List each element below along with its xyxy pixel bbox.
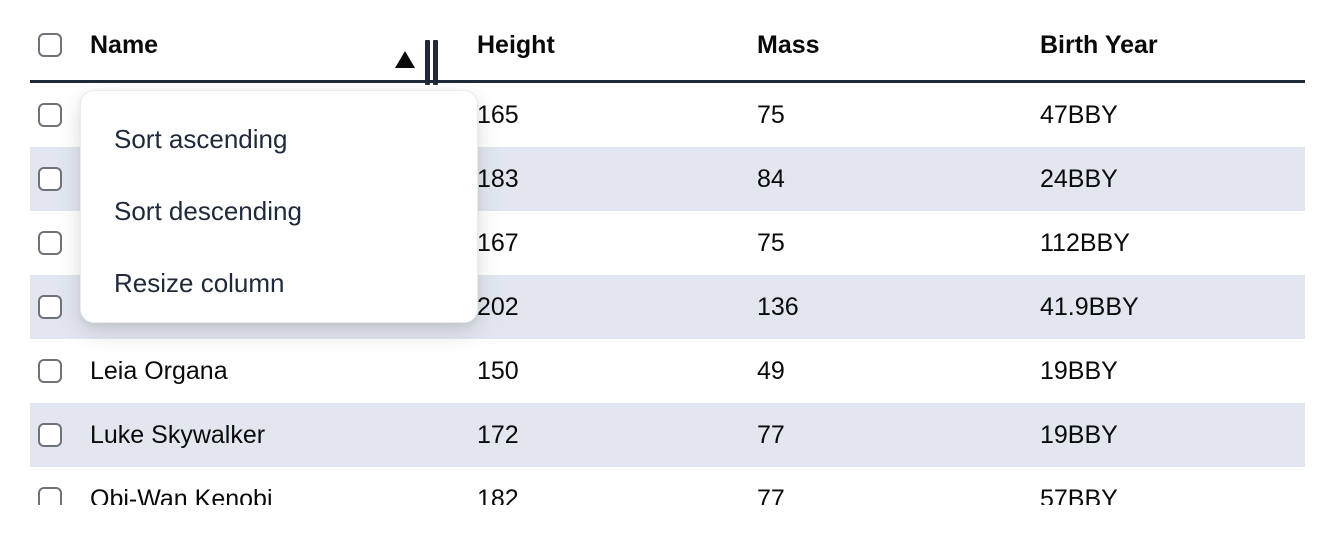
row-checkbox[interactable] xyxy=(38,359,62,383)
row-checkbox-cell xyxy=(30,147,78,211)
column-header-mass[interactable]: Mass xyxy=(745,10,1028,80)
cell-name: Luke Skywalker xyxy=(90,420,266,449)
column-header-height-label: Height xyxy=(477,30,555,59)
cell-mass: 75 xyxy=(757,228,785,257)
menu-item-sort-ascending[interactable]: Sort ascending xyxy=(114,123,288,154)
column-context-menu: Sort ascending Sort descending Resize co… xyxy=(80,90,478,323)
sort-ascending-icon xyxy=(395,51,415,68)
table-row[interactable]: Obi-Wan Kenobi 182 77 57BBY xyxy=(30,467,1305,505)
table-row[interactable]: 165 75 47BBY xyxy=(30,83,1305,147)
column-header-name-label: Name xyxy=(90,30,159,59)
row-checkbox-cell xyxy=(30,275,78,339)
column-resize-handle[interactable] xyxy=(425,40,438,85)
table-row[interactable]: Leia Organa 150 49 19BBY xyxy=(30,339,1305,403)
cell-birth-year: 19BBY xyxy=(1040,420,1118,449)
column-header-mass-label: Mass xyxy=(757,30,820,59)
menu-item-sort-descending[interactable]: Sort descending xyxy=(114,195,302,226)
cell-height: 165 xyxy=(477,100,519,129)
data-table: Name Height Mass Birth Year 165 75 47BBY xyxy=(30,0,1305,505)
row-checkbox[interactable] xyxy=(38,423,62,447)
row-checkbox-cell xyxy=(30,83,78,147)
cell-mass: 75 xyxy=(757,100,785,129)
cell-name: Leia Organa xyxy=(90,356,228,385)
cell-mass: 136 xyxy=(757,292,799,321)
cell-height: 172 xyxy=(477,420,519,449)
cell-birth-year: 19BBY xyxy=(1040,356,1118,385)
cell-height: 202 xyxy=(477,292,519,321)
select-all-checkbox[interactable] xyxy=(38,33,62,57)
table-row[interactable]: 202 136 41.9BBY xyxy=(30,275,1305,339)
row-checkbox[interactable] xyxy=(38,231,62,255)
cell-birth-year: 24BBY xyxy=(1040,164,1118,193)
select-all-cell xyxy=(30,10,78,80)
row-checkbox-cell xyxy=(30,211,78,275)
column-header-height[interactable]: Height xyxy=(465,10,745,80)
cell-mass: 49 xyxy=(757,356,785,385)
table-header-row: Name Height Mass Birth Year xyxy=(30,0,1305,85)
cell-birth-year: 112BBY xyxy=(1040,228,1130,257)
menu-item-resize-column[interactable]: Resize column xyxy=(114,267,285,298)
cell-mass: 77 xyxy=(757,420,785,449)
row-checkbox[interactable] xyxy=(38,103,62,127)
cell-mass: 77 xyxy=(757,484,785,506)
cell-birth-year: 47BBY xyxy=(1040,100,1118,129)
cell-mass: 84 xyxy=(757,164,785,193)
column-header-birth-year-label: Birth Year xyxy=(1040,30,1158,59)
row-checkbox-cell xyxy=(30,339,78,403)
table-row[interactable]: 167 75 112BBY xyxy=(30,211,1305,275)
table-body: 165 75 47BBY 183 84 24BBY 167 75 112BBY … xyxy=(30,83,1305,505)
cell-birth-year: 41.9BBY xyxy=(1040,292,1139,321)
cell-height: 183 xyxy=(477,164,519,193)
column-header-name[interactable]: Name xyxy=(78,10,465,85)
row-checkbox[interactable] xyxy=(38,295,62,319)
cell-birth-year: 57BBY xyxy=(1040,484,1118,506)
cell-height: 150 xyxy=(477,356,519,385)
column-header-birth-year[interactable]: Birth Year xyxy=(1028,10,1305,80)
row-checkbox-cell xyxy=(30,467,78,505)
cell-height: 167 xyxy=(477,228,519,257)
table-row[interactable]: Luke Skywalker 172 77 19BBY xyxy=(30,403,1305,467)
cell-name: Obi-Wan Kenobi xyxy=(90,484,273,506)
row-checkbox[interactable] xyxy=(38,487,62,505)
row-checkbox-cell xyxy=(30,403,78,467)
cell-height: 182 xyxy=(477,484,519,506)
row-checkbox[interactable] xyxy=(38,167,62,191)
